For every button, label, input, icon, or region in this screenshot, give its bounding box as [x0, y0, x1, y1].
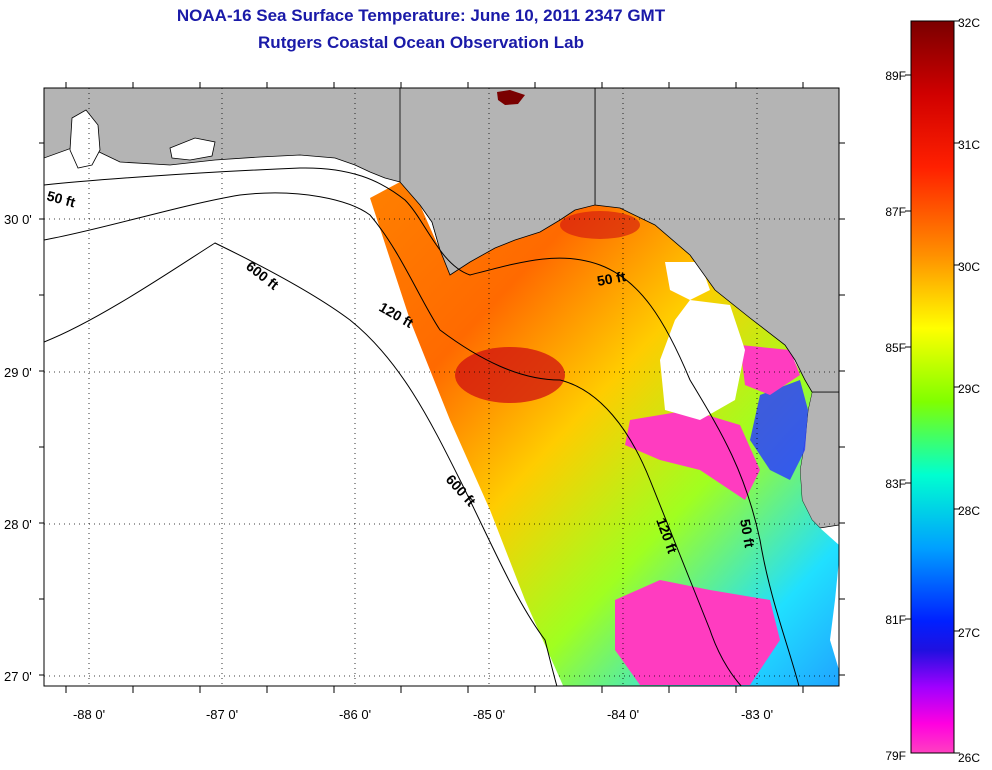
celsius-label: 30C	[958, 260, 980, 274]
lon-label: -84 0'	[607, 707, 639, 722]
fahrenheit-label: 79F	[885, 749, 906, 763]
lat-label: 28 0'	[4, 517, 32, 532]
lat-label: 29 0'	[4, 365, 32, 380]
contour-label: 50 ft	[596, 268, 627, 289]
land-big-bend	[594, 88, 839, 393]
cold-patch-3	[740, 345, 800, 395]
contour-label: 50 ft	[737, 518, 758, 549]
fahrenheit-label: 83F	[885, 477, 906, 491]
cloud-2	[665, 262, 710, 300]
cloud-1	[660, 300, 745, 420]
fahrenheit-label: 87F	[885, 205, 906, 219]
hot-pixel-cluster	[497, 90, 525, 105]
fahrenheit-label: 89F	[885, 69, 906, 83]
lon-label: -83 0'	[741, 707, 773, 722]
lat-label: 27 0'	[4, 669, 32, 684]
axis-ticks	[39, 82, 845, 693]
colorbar-ticks	[905, 20, 960, 754]
contour-50ft	[44, 167, 800, 686]
celsius-label: 26C	[958, 751, 980, 765]
fahrenheit-label: 81F	[885, 613, 906, 627]
land-apalachicola	[399, 88, 596, 276]
warm-core	[455, 347, 565, 403]
pensacola-bay	[169, 137, 216, 161]
contour-600ft	[44, 242, 558, 686]
celsius-label: 31C	[958, 138, 980, 152]
cold-patch-1	[625, 410, 760, 500]
lon-label: -86 0'	[339, 707, 371, 722]
warm-patch-north	[560, 211, 640, 239]
lon-label: -85 0'	[473, 707, 505, 722]
lon-label: -87 0'	[206, 707, 238, 722]
celsius-label: 27C	[958, 626, 980, 640]
map-subtitle: Rutgers Coastal Ocean Observation Lab	[258, 33, 584, 52]
contour-label: 50 ft	[45, 187, 77, 210]
contour-120ft	[44, 192, 742, 686]
fahrenheit-label: 85F	[885, 341, 906, 355]
celsius-label: 32C	[958, 16, 980, 30]
celsius-label: 29C	[958, 382, 980, 396]
lat-label: 30 0'	[4, 212, 32, 227]
cold-patch-2	[615, 580, 780, 685]
cool-coastal	[750, 380, 808, 480]
map-frame	[43, 87, 840, 687]
celsius-label: 28C	[958, 504, 980, 518]
map-title: NOAA-16 Sea Surface Temperature: June 10…	[176, 6, 666, 25]
mobile-bay	[69, 109, 101, 169]
colorbar-gradient	[910, 20, 955, 754]
lon-label: -88 0'	[73, 707, 105, 722]
